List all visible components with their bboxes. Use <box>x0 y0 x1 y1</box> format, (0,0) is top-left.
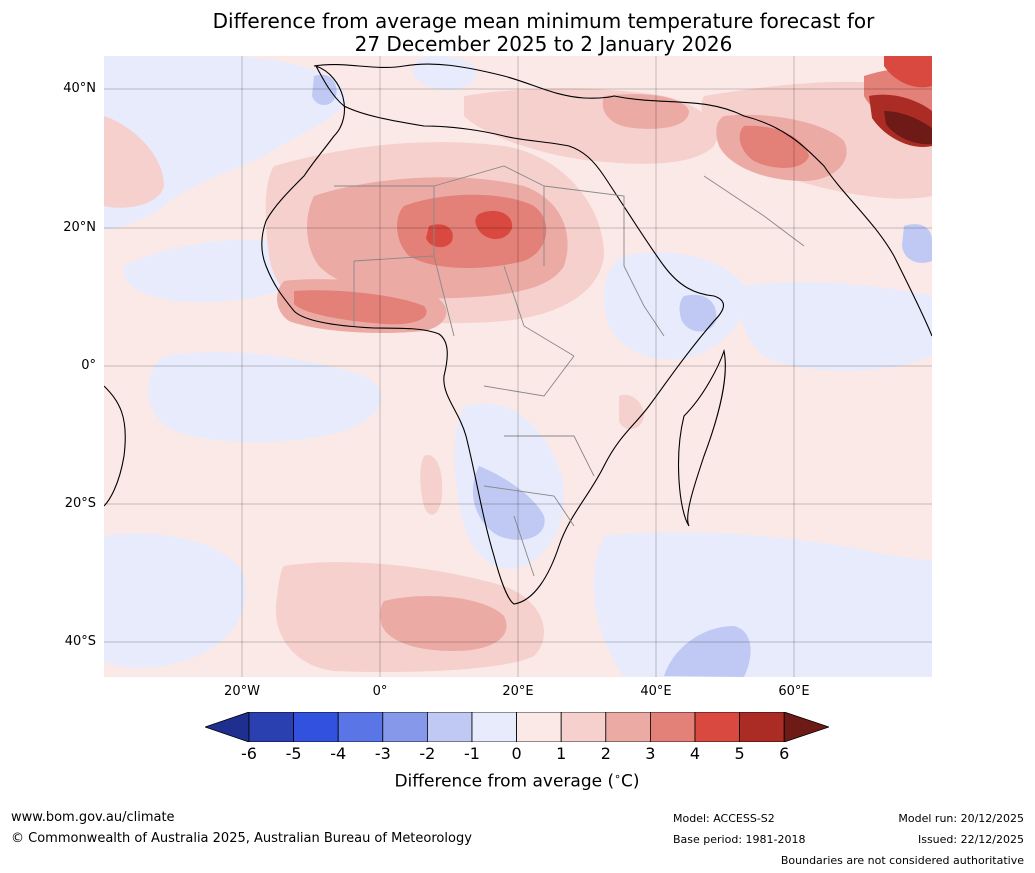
colorbar-tick-label: -5 <box>285 744 302 763</box>
anomaly-field-5-plus <box>869 94 932 147</box>
colorbar-block <box>605 712 651 742</box>
base-period: Base period: 1981-2018 <box>673 833 806 846</box>
country-borders <box>334 165 805 577</box>
lat-label-40s: 40°S <box>64 634 96 649</box>
issued-date: Issued: 22/12/2025 <box>917 833 1024 846</box>
anomaly-field-minus2-minus1 <box>312 74 932 677</box>
model-run-date: Model run: 20/12/2025 <box>898 812 1024 825</box>
anomaly-field-4-5 <box>426 56 932 248</box>
lat-label-0: 0° <box>81 358 96 373</box>
lon-label-20e: 20°E <box>502 684 534 699</box>
lon-label-0: 0° <box>372 684 388 699</box>
colorbar-tick-label: 2 <box>600 744 611 763</box>
colorbar-tick-label: -3 <box>374 744 391 763</box>
colorbar-block <box>426 712 473 742</box>
map-canvas <box>104 56 932 677</box>
colorbar-label-end: C) <box>621 771 640 792</box>
colorbar-block <box>560 712 607 742</box>
colorbar-block <box>248 712 294 742</box>
colorbar-block <box>694 712 740 742</box>
colorbar-block <box>516 712 562 742</box>
colorbar-tick-label: -2 <box>419 744 436 763</box>
colorbar-label-degree: ∘ <box>614 770 621 783</box>
colorbar-tick-label: 5 <box>734 744 745 763</box>
colorbar-label: Difference from average (∘C) <box>200 770 834 792</box>
colorbar <box>205 712 829 742</box>
lat-label-40n: 40°N <box>63 81 96 96</box>
colorbar-tick-label: 4 <box>689 744 701 763</box>
model-name: Model: ACCESS-S2 <box>673 812 775 825</box>
colorbar-tick-label: 0 <box>511 744 522 763</box>
colorbar-tick-label: 3 <box>645 744 656 763</box>
gridlines <box>104 56 932 677</box>
title-line-1: Difference from average mean minimum tem… <box>212 9 875 33</box>
colorbar-block <box>471 712 517 742</box>
copyright-notice: © Commonwealth of Australia 2025, Austra… <box>11 831 472 846</box>
map-title: Difference from average mean minimum tem… <box>0 10 1035 56</box>
colorbar-arrow-high <box>783 712 829 742</box>
lat-label-20n: 20°N <box>63 220 96 235</box>
colorbar-arrow-low <box>205 712 250 742</box>
boundary-disclaimer: Boundaries are not considered authoritat… <box>780 854 1024 867</box>
temperature-anomaly-map <box>104 56 932 677</box>
lat-label-20s: 20°S <box>64 496 96 511</box>
colorbar-label-text: Difference from average ( <box>394 771 615 792</box>
colorbar-block <box>382 712 428 742</box>
colorbar-tick-label: 6 <box>779 744 790 763</box>
colorbar-block <box>739 712 785 742</box>
colorbar-block <box>337 712 384 742</box>
lon-label-40e: 40°E <box>640 684 672 699</box>
lon-label-20w: 20°W <box>224 684 260 699</box>
lon-label-60e: 60°E <box>778 684 810 699</box>
colorbar-tick-label: -1 <box>464 744 480 763</box>
colorbar-tick-label: -4 <box>330 744 347 763</box>
website-url: www.bom.gov.au/climate <box>11 810 175 825</box>
coastlines <box>104 63 932 605</box>
colorbar-block <box>293 712 339 742</box>
colorbar-tick-label: -6 <box>241 744 257 763</box>
title-line-2: 27 December 2025 to 2 January 2026 <box>354 32 733 56</box>
colorbar-block <box>649 712 696 742</box>
anomaly-field-minus1-0 <box>104 56 932 677</box>
colorbar-tick-label: 1 <box>556 744 567 763</box>
